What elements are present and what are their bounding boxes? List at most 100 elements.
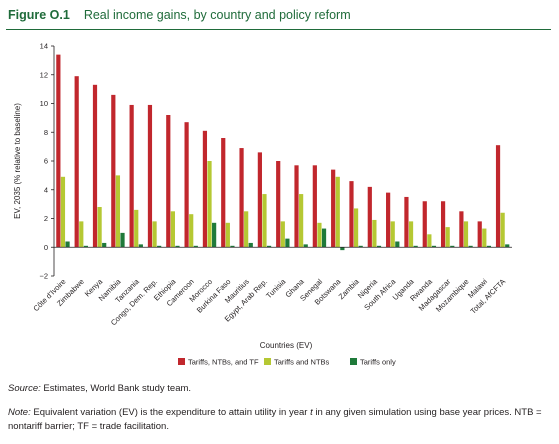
bar (390, 221, 395, 248)
bar (120, 232, 125, 248)
source-lead: Source: (8, 383, 41, 394)
y-tick-label: 4 (44, 185, 48, 194)
x-category-label: Tunisia (264, 276, 288, 300)
bar (56, 54, 61, 248)
bar (500, 212, 505, 248)
y-tick-label: 12 (40, 70, 48, 79)
y-tick-label: 14 (40, 42, 48, 51)
legend: Tariffs, NTBs, and TF Tariffs and NTBs Tar… (178, 358, 396, 367)
bar (367, 186, 372, 248)
bars (54, 54, 512, 251)
bar (134, 209, 139, 248)
bar (353, 208, 359, 248)
bar (431, 245, 437, 248)
bar (262, 194, 267, 248)
bar (317, 222, 322, 248)
bar (486, 245, 492, 248)
bar (266, 245, 272, 248)
bar-chart: −2 0 2 4 6 8 10 12 14 Côte d’IvoireZimbabweKenya… (13, 42, 512, 367)
source-text: Estimates, World Bank study team. (40, 383, 192, 394)
y-tick-label: −2 (39, 272, 48, 281)
source-line: Source: Estimates, World Bank study team… (8, 383, 191, 394)
bar (450, 245, 455, 248)
y-axis-title: EV, 2035 (% relative to baseline) (13, 103, 22, 219)
bar (184, 122, 189, 248)
bar (404, 196, 409, 248)
x-axis-categories: Côte d’IvoireZimbabweKenyaNamibiaTanzani… (31, 276, 507, 327)
y-tick-label: 2 (44, 214, 48, 223)
bar (193, 245, 198, 248)
figure-header: Figure O.1 Real income gains, by country … (8, 8, 351, 22)
y-tick-label: 10 (40, 99, 48, 108)
note-text-b: in any given simulation using base year … (8, 407, 542, 432)
y-axis: −2 0 2 4 6 8 10 12 14 (39, 42, 55, 281)
bar (358, 245, 363, 248)
note-paragraph: Note: Equivalent variation (EV) is the e… (8, 406, 553, 434)
bar (248, 242, 253, 248)
bar (83, 245, 88, 248)
bar (280, 221, 285, 248)
bar (459, 211, 464, 248)
header-rule (6, 29, 551, 30)
bar (299, 194, 304, 248)
bar (257, 152, 262, 248)
legend-label: Tariffs, NTBs, and TF (188, 358, 259, 367)
bar (225, 222, 230, 248)
figure-title: Real income gains, by country and policy… (83, 8, 351, 22)
bar (477, 221, 482, 248)
bar (92, 84, 98, 248)
bar (239, 148, 244, 248)
bar (285, 238, 290, 248)
bar (276, 161, 281, 248)
x-axis-title: Countries (EV) (260, 341, 313, 350)
bar (340, 247, 345, 251)
note-text-a: Equivalent variation (EV) is the expendi… (30, 407, 311, 418)
bar (212, 222, 217, 248)
bar (294, 165, 299, 248)
legend-swatch (350, 358, 357, 365)
bar (157, 245, 162, 248)
bar (221, 138, 226, 248)
bar (413, 245, 418, 248)
bar (79, 221, 84, 248)
note-lead: Note: (8, 407, 31, 418)
bar (376, 245, 382, 248)
bar (395, 241, 400, 248)
y-tick-label: 8 (44, 128, 48, 137)
bar (152, 221, 157, 248)
bar (170, 211, 175, 248)
bar (505, 244, 510, 248)
bar (445, 227, 450, 248)
bar (335, 176, 340, 248)
bar (386, 192, 391, 248)
bar (166, 115, 171, 248)
legend-swatch (264, 358, 271, 365)
bar (147, 104, 153, 248)
bar (207, 161, 212, 248)
bar (468, 245, 473, 248)
bar (65, 241, 70, 248)
bar (463, 221, 469, 248)
legend-label: Tariffs and NTBs (274, 358, 330, 367)
bar (244, 211, 249, 248)
figure-label: Figure O.1 (8, 8, 70, 22)
bar (230, 245, 235, 248)
bar (129, 104, 134, 248)
bar (349, 181, 354, 248)
y-tick-label: 6 (44, 157, 48, 166)
bar (427, 234, 432, 248)
y-tick-label: 0 (44, 243, 48, 252)
bar (102, 242, 107, 248)
note-t: t (310, 407, 313, 418)
bar (312, 165, 317, 248)
bar (97, 207, 102, 248)
bar (440, 201, 446, 248)
bar (74, 76, 79, 248)
bar (495, 145, 501, 248)
bar (482, 228, 487, 248)
bar (303, 244, 308, 248)
bar (202, 130, 208, 248)
bar (111, 94, 116, 248)
bar (372, 219, 377, 248)
bar (60, 176, 66, 248)
